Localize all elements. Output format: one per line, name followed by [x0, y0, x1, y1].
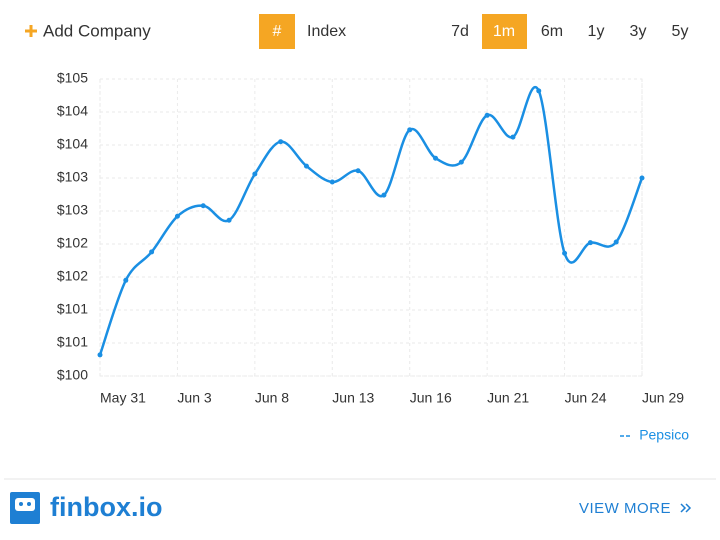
- legend-item[interactable]: Pepsico: [620, 427, 689, 443]
- data-point: [639, 175, 645, 181]
- data-point: [149, 249, 155, 255]
- data-point: [303, 163, 309, 169]
- add-company-button[interactable]: Add Company: [25, 21, 151, 40]
- plus-icon: [29, 25, 33, 37]
- range-button[interactable]: 6m: [541, 23, 563, 40]
- view-more: VIEW MORE: [579, 500, 671, 517]
- x-tick-label: Jun 13: [332, 390, 374, 406]
- brand-name: finbox.io: [50, 492, 162, 522]
- range-button[interactable]: 1y: [588, 23, 605, 40]
- y-tick-label: $105: [57, 70, 88, 86]
- data-point: [174, 213, 180, 219]
- range-label: 3y: [630, 23, 647, 40]
- data-point: [613, 239, 619, 245]
- data-point: [355, 168, 361, 174]
- x-tick-label: Jun 21: [487, 390, 529, 406]
- y-tick-label: $100: [57, 367, 88, 383]
- data-point: [510, 134, 516, 140]
- index-toggle[interactable]: # Index: [259, 14, 346, 49]
- index-symbol: #: [273, 23, 282, 40]
- range-label: 1m: [493, 23, 515, 40]
- y-tick-label: $102: [57, 268, 88, 284]
- y-tick-label: $104: [57, 103, 88, 119]
- data-point: [458, 159, 464, 165]
- logo-eye: [19, 502, 23, 506]
- data-point: [407, 127, 413, 133]
- data-point: [381, 192, 387, 198]
- x-tick-label: Jun 24: [565, 390, 607, 406]
- index-symbol-box: [259, 14, 295, 49]
- x-tick-label: Jun 3: [177, 390, 211, 406]
- x-tick-label: Jun 8: [255, 390, 289, 406]
- finbox-logo[interactable]: finbox.io: [10, 492, 162, 524]
- y-tick-label: $103: [57, 169, 88, 185]
- chevron-icon: [680, 503, 692, 513]
- data-point: [484, 112, 490, 118]
- data-point: [252, 171, 258, 177]
- range-button[interactable]: 7d: [451, 23, 469, 40]
- range-label: 6m: [541, 23, 563, 40]
- y-tick-label: $101: [57, 334, 88, 350]
- range-label: 7d: [451, 23, 469, 40]
- data-point: [278, 139, 284, 145]
- data-point: [329, 179, 335, 185]
- add-company-label: Add Company: [43, 21, 151, 40]
- y-tick-label: $104: [57, 136, 88, 152]
- y-tick-label: $101: [57, 301, 88, 317]
- data-point: [433, 155, 439, 161]
- range-label: 5y: [672, 23, 689, 40]
- y-tick-label: $103: [57, 202, 88, 218]
- range-active-box: [482, 14, 527, 49]
- range-button[interactable]: 1m: [482, 14, 527, 49]
- x-tick-label: Jun 16: [410, 390, 452, 406]
- x-tick-label: Jun 29: [642, 390, 684, 406]
- data-point: [123, 277, 129, 283]
- data-point: [536, 88, 542, 94]
- index-label: Index: [307, 23, 346, 40]
- view-more-link[interactable]: VIEW MORE: [579, 500, 692, 517]
- legend-label: Pepsico: [639, 427, 689, 443]
- range-button[interactable]: 5y: [672, 23, 689, 40]
- x-tick-label: May 31: [100, 390, 146, 406]
- data-point: [587, 240, 593, 246]
- logo-face: [15, 498, 35, 511]
- range-button[interactable]: 3y: [630, 23, 647, 40]
- logo-eye: [27, 502, 31, 506]
- data-point: [226, 217, 232, 223]
- y-tick-label: $102: [57, 235, 88, 251]
- range-label: 1y: [588, 23, 605, 40]
- data-point: [562, 250, 568, 256]
- data-point: [200, 203, 206, 209]
- data-point: [97, 352, 103, 358]
